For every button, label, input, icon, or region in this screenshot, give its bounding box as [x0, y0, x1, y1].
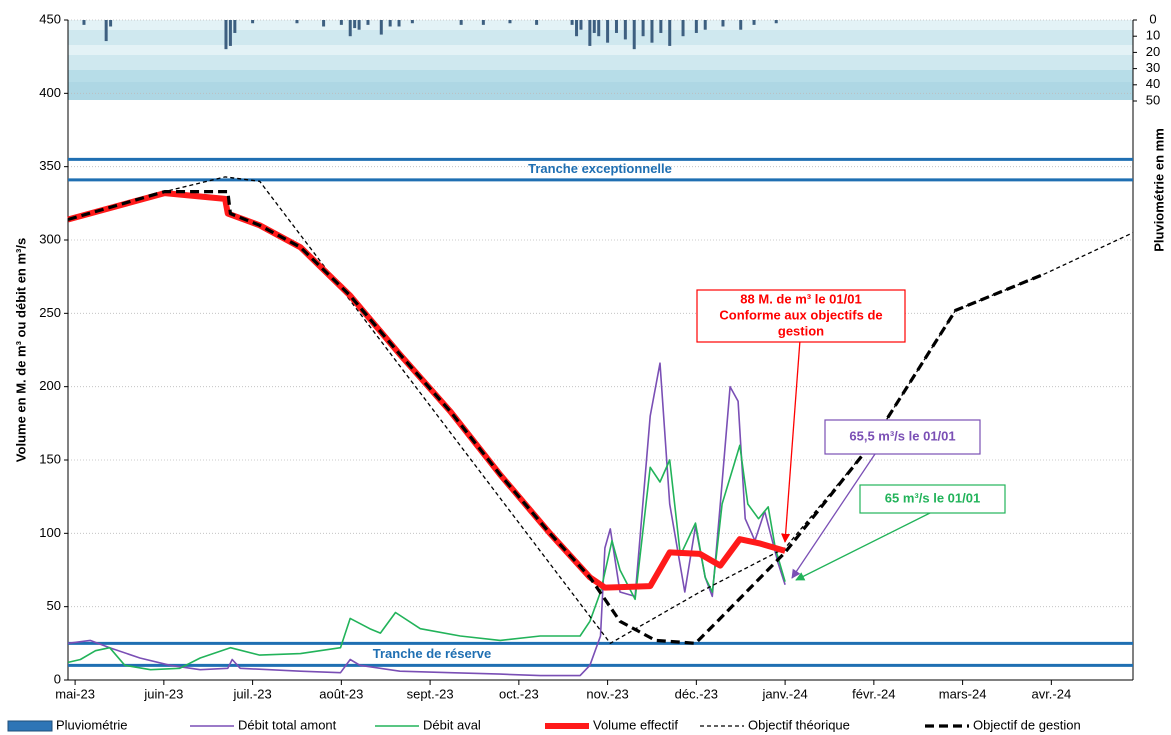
y2-tick-label: 10 [1146, 28, 1160, 43]
x-tick-label: avr.-24 [1031, 686, 1071, 701]
x-tick-label: mars-24 [939, 686, 987, 701]
annotation-text: 65,5 m³/s le 01/01 [849, 428, 955, 443]
legend-label: Débit total amont [238, 717, 337, 732]
rain-bar [752, 20, 756, 25]
y-tick-label: 0 [54, 671, 61, 686]
rain-bar [606, 20, 610, 43]
rain-bar [535, 20, 539, 25]
y-tick-label: 450 [39, 11, 61, 26]
annotation-text: 88 M. de m³ le 01/01 [740, 291, 861, 306]
rain-bar [570, 20, 574, 25]
y-axis-label: Volume en M. de m³ ou débit en m³/s [13, 238, 28, 462]
rain-bar [774, 20, 778, 24]
series-line [67, 190, 1046, 645]
rain-bar [224, 20, 228, 50]
annotation-box [696, 289, 906, 343]
x-tick-label: juil.-23 [232, 686, 271, 701]
rain-bar [379, 20, 383, 35]
threshold-label: Tranche de réserve [373, 646, 492, 661]
legend-label: Objectif de gestion [973, 717, 1081, 732]
rain-bar [681, 20, 685, 37]
series-line [67, 444, 786, 671]
rain-bar [388, 20, 392, 27]
y-tick-label: 300 [39, 231, 61, 246]
y2-tick-label: 30 [1146, 60, 1160, 75]
x-tick-label: déc.-23 [675, 686, 718, 701]
y2-tick-label: 20 [1146, 44, 1160, 59]
legend-swatch [7, 720, 53, 732]
rain-bar [348, 20, 352, 37]
y-tick-label: 200 [39, 378, 61, 393]
y-tick-label: 50 [47, 598, 61, 613]
x-tick-label: mai-23 [55, 686, 95, 701]
y-tick-label: 100 [39, 525, 61, 540]
rain-bar [614, 20, 618, 33]
rain-bar [650, 20, 654, 43]
pluvio-background [68, 20, 1133, 100]
y-tick-label: 150 [39, 451, 61, 466]
annotation-text: gestion [778, 323, 824, 338]
annotation-arrow [795, 512, 931, 581]
rain-bar [579, 20, 583, 30]
y2-axis-label: Pluviométrie en mm [1151, 128, 1166, 252]
rain-bar [481, 20, 485, 25]
x-tick-label: janv.-24 [761, 686, 807, 701]
x-tick-label: sept.-23 [407, 686, 454, 701]
rain-bar [459, 20, 463, 25]
rain-bar [339, 20, 343, 25]
rain-bar [357, 20, 361, 30]
y-tick-label: 250 [39, 305, 61, 320]
rain-bar [641, 20, 645, 37]
legend-label: Volume effectif [593, 717, 678, 732]
rain-bar [322, 20, 326, 27]
rain-bar [104, 20, 108, 42]
y-tick-label: 400 [39, 85, 61, 100]
rain-bar [109, 20, 113, 27]
rain-bar [703, 20, 707, 30]
rain-bar [410, 20, 414, 24]
annotation-arrow [791, 453, 876, 579]
rain-bar [575, 20, 579, 37]
series-line [67, 362, 786, 677]
legend-label: Objectif théorique [748, 717, 850, 732]
legend-label: Pluviométrie [56, 717, 128, 732]
rain-bar [366, 20, 370, 25]
rain-bar [592, 20, 596, 33]
rain-bar [739, 20, 743, 30]
rain-bar [233, 20, 237, 33]
rain-bar [508, 20, 512, 24]
x-tick-label: oct.-23 [499, 686, 539, 701]
y2-tick-label: 0 [1149, 11, 1156, 26]
rain-bar [82, 20, 86, 25]
rain-bar [353, 20, 357, 29]
rain-bar [228, 20, 232, 46]
legend-label: Débit aval [423, 717, 481, 732]
y2-tick-label: 40 [1146, 76, 1160, 91]
x-tick-label: févr.-24 [852, 686, 895, 701]
x-tick-label: juin-23 [143, 686, 183, 701]
annotation-box [859, 484, 1006, 514]
annotation-text: 65 m³/s le 01/01 [885, 490, 980, 505]
rain-bar [623, 20, 627, 40]
rain-bar [659, 20, 663, 33]
annotation-text: Conforme aux objectifs de [719, 307, 882, 322]
x-tick-label: août-23 [319, 686, 363, 701]
annotation-arrow [781, 339, 801, 543]
rain-bar [632, 20, 636, 50]
rain-bar [694, 20, 698, 33]
rain-bar [668, 20, 672, 46]
y-tick-label: 350 [39, 158, 61, 173]
series-line [67, 176, 1134, 644]
annotation-box [824, 419, 981, 455]
x-tick-label: nov.-23 [586, 686, 628, 701]
rain-bar [588, 20, 592, 46]
rain-bar [397, 20, 401, 27]
rain-bar [721, 20, 725, 27]
y2-tick-label: 50 [1146, 92, 1160, 107]
rain-bar [295, 20, 299, 24]
threshold-label: Tranche exceptionnelle [528, 161, 672, 176]
rain-bar [597, 20, 601, 37]
rain-bar [251, 20, 255, 24]
